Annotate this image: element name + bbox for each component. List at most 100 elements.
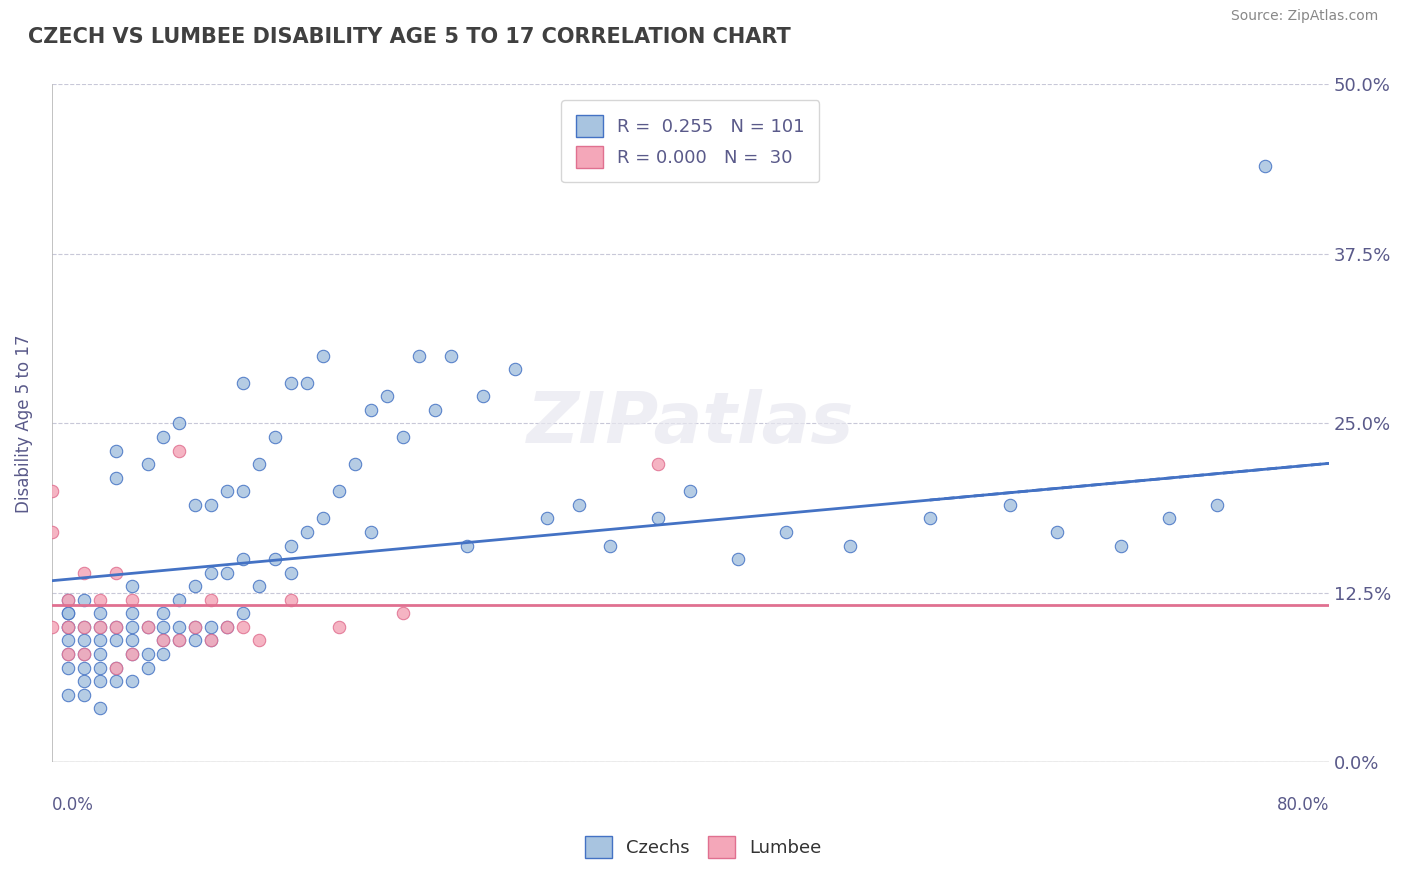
Point: [312, 511, 335, 525]
Point: [121, 579, 143, 593]
Point: [200, 633, 222, 648]
Point: [344, 457, 367, 471]
Point: [56, 620, 79, 634]
Point: [73, 620, 96, 634]
Point: [73, 592, 96, 607]
Point: [184, 498, 207, 512]
Point: [89, 633, 111, 648]
Point: [247, 633, 270, 648]
Point: [41, 620, 63, 634]
Point: [89, 674, 111, 689]
Point: [727, 552, 749, 566]
Point: [136, 457, 159, 471]
Point: [41, 484, 63, 499]
Point: [56, 620, 79, 634]
Point: [647, 457, 669, 471]
Point: [89, 620, 111, 634]
Point: [89, 647, 111, 661]
Point: [217, 484, 239, 499]
Point: [280, 376, 302, 390]
Point: [169, 633, 191, 648]
Point: [328, 484, 350, 499]
Point: [104, 443, 127, 458]
Point: [647, 511, 669, 525]
Point: [121, 607, 143, 621]
Text: Source: ZipAtlas.com: Source: ZipAtlas.com: [1230, 9, 1378, 23]
Point: [232, 552, 254, 566]
Point: [567, 498, 589, 512]
Point: [1159, 511, 1181, 525]
Point: [73, 647, 96, 661]
Point: [56, 633, 79, 648]
Text: ZIPatlas: ZIPatlas: [527, 389, 853, 458]
Point: [121, 647, 143, 661]
Point: [247, 579, 270, 593]
Point: [104, 660, 127, 674]
Point: [56, 620, 79, 634]
Point: [217, 620, 239, 634]
Point: [121, 633, 143, 648]
Point: [775, 524, 797, 539]
Point: [232, 620, 254, 634]
Point: [56, 647, 79, 661]
Point: [471, 389, 494, 403]
Point: [392, 430, 415, 444]
Point: [89, 607, 111, 621]
Point: [280, 566, 302, 580]
Point: [73, 647, 96, 661]
Point: [121, 592, 143, 607]
Point: [360, 524, 382, 539]
Point: [184, 633, 207, 648]
Point: [89, 660, 111, 674]
Point: [169, 620, 191, 634]
Point: [1046, 524, 1069, 539]
Point: [217, 566, 239, 580]
Point: [392, 607, 415, 621]
Point: [184, 620, 207, 634]
Point: [456, 539, 478, 553]
Point: [104, 566, 127, 580]
Point: [121, 647, 143, 661]
Point: [104, 620, 127, 634]
Point: [89, 592, 111, 607]
Point: [152, 633, 174, 648]
Point: [73, 688, 96, 702]
Text: 0.0%: 0.0%: [52, 796, 94, 814]
Point: [104, 633, 127, 648]
Y-axis label: Disability Age 5 to 17: Disability Age 5 to 17: [15, 334, 32, 513]
Point: [408, 349, 430, 363]
Point: [264, 430, 287, 444]
Point: [232, 607, 254, 621]
Point: [918, 511, 941, 525]
Point: [73, 633, 96, 648]
Point: [56, 688, 79, 702]
Point: [295, 524, 318, 539]
Point: [152, 607, 174, 621]
Point: [200, 592, 222, 607]
Point: [56, 607, 79, 621]
Point: [104, 674, 127, 689]
Point: [1109, 539, 1132, 553]
Point: [1206, 498, 1229, 512]
Point: [169, 592, 191, 607]
Point: [328, 620, 350, 634]
Point: [838, 539, 860, 553]
Point: [280, 539, 302, 553]
Point: [89, 620, 111, 634]
Point: [536, 511, 558, 525]
Point: [360, 403, 382, 417]
Point: [280, 592, 302, 607]
Point: [503, 362, 526, 376]
Point: [73, 674, 96, 689]
Point: [264, 552, 287, 566]
Point: [41, 524, 63, 539]
Point: [312, 349, 335, 363]
Point: [440, 349, 463, 363]
Point: [89, 701, 111, 715]
Point: [152, 633, 174, 648]
Point: [247, 457, 270, 471]
Point: [104, 471, 127, 485]
Point: [217, 620, 239, 634]
Point: [169, 417, 191, 431]
Text: CZECH VS LUMBEE DISABILITY AGE 5 TO 17 CORRELATION CHART: CZECH VS LUMBEE DISABILITY AGE 5 TO 17 C…: [28, 27, 790, 46]
